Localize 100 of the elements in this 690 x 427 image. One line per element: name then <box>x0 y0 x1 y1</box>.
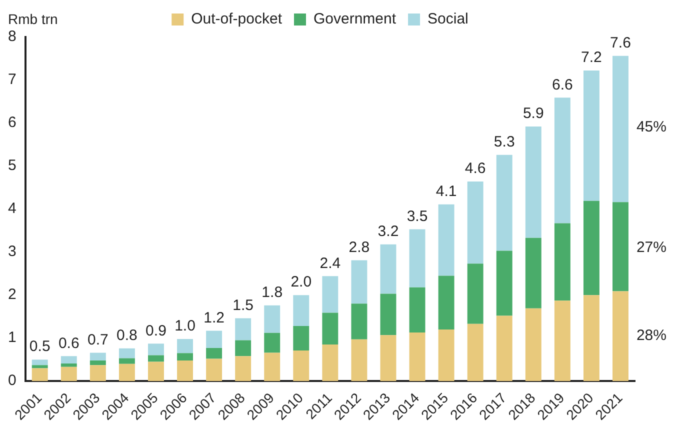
bar <box>496 250 512 316</box>
bar <box>118 348 135 358</box>
total-label: 2.4 <box>320 254 341 272</box>
total-label: 6.6 <box>552 76 573 94</box>
total-label: 1.5 <box>232 296 254 314</box>
bar <box>32 365 48 368</box>
bar <box>148 355 164 362</box>
bar <box>554 98 570 224</box>
total-label: 3.2 <box>378 222 399 240</box>
y-tick-label: 2 <box>8 286 16 304</box>
bar <box>264 305 280 333</box>
total-label: 3.5 <box>406 208 428 225</box>
bar <box>60 363 77 367</box>
y-tick-label: 7 <box>8 71 16 88</box>
bar <box>293 295 310 326</box>
bar <box>293 350 310 382</box>
bar <box>583 200 600 296</box>
total-label: 7.6 <box>610 34 631 52</box>
bar <box>60 356 77 364</box>
bar <box>496 154 512 251</box>
total-label: 2.0 <box>290 274 312 291</box>
bar <box>612 56 628 202</box>
bar <box>90 352 106 360</box>
bar <box>380 244 396 294</box>
bar <box>409 332 426 382</box>
bar <box>496 316 512 382</box>
bar <box>409 287 426 332</box>
bar <box>612 202 628 292</box>
bar <box>583 70 600 201</box>
bar <box>438 276 454 330</box>
bar <box>148 362 164 382</box>
total-label: 4.1 <box>436 182 457 200</box>
total-label: 5.3 <box>494 133 515 150</box>
total-label: 1.8 <box>262 284 283 302</box>
bar <box>583 295 600 382</box>
bar <box>118 364 135 382</box>
total-label: 0.6 <box>58 334 80 352</box>
bar <box>525 238 542 308</box>
bar <box>380 335 396 382</box>
bar <box>177 353 193 360</box>
bar <box>467 324 484 382</box>
total-label: 0.7 <box>87 331 108 348</box>
y-tick-label: 8 <box>8 28 16 46</box>
total-label: 0.5 <box>29 338 50 356</box>
total-label: 0.8 <box>116 327 138 344</box>
bar <box>467 182 484 264</box>
bar <box>235 340 252 356</box>
bar <box>525 126 542 238</box>
bar <box>235 356 252 382</box>
bar <box>380 294 396 336</box>
bar <box>60 366 77 382</box>
bar <box>322 344 338 382</box>
bar <box>90 365 106 382</box>
bar <box>32 368 48 382</box>
total-label: 1.0 <box>174 318 196 335</box>
legend-label: Social <box>428 10 468 28</box>
y-tick-label: 0 <box>8 372 16 390</box>
bar <box>177 338 193 354</box>
bar <box>351 260 368 304</box>
y-tick-label: 6 <box>8 114 16 132</box>
bar <box>322 276 338 313</box>
total-label: 5.9 <box>522 105 544 122</box>
bar <box>206 358 222 382</box>
total-label: 4.6 <box>464 160 486 178</box>
bar <box>264 352 280 382</box>
bar <box>467 264 484 324</box>
total-label: 7.2 <box>581 49 602 66</box>
bar <box>322 312 338 345</box>
y-tick-label: 5 <box>8 157 16 174</box>
bar <box>351 339 368 382</box>
annotation: 28% <box>636 327 666 344</box>
bar <box>206 348 222 359</box>
bar <box>438 329 454 382</box>
legend-label: Out-of-pocket <box>191 10 283 28</box>
y-tick-label: 3 <box>8 243 16 260</box>
bar <box>177 360 193 382</box>
bar <box>554 223 570 301</box>
bar <box>409 229 426 288</box>
bar <box>32 360 48 366</box>
bar <box>264 332 280 353</box>
annotation: 45% <box>636 118 666 136</box>
bar <box>206 330 222 348</box>
bar <box>148 344 164 356</box>
bar <box>235 318 252 340</box>
total-label: 2.8 <box>348 238 370 256</box>
bar <box>612 291 628 382</box>
bar <box>90 360 106 366</box>
bar <box>351 304 368 340</box>
bar <box>293 326 310 351</box>
y-tick-label: 1 <box>8 329 16 346</box>
bar <box>438 204 454 276</box>
annotation: 27% <box>636 238 666 256</box>
legend-label: Government <box>313 10 397 28</box>
y-axis-title: Rmb trn <box>8 10 58 27</box>
bar <box>554 300 570 382</box>
total-label: 1.2 <box>204 309 224 326</box>
bar <box>525 308 542 382</box>
bar <box>118 358 135 364</box>
y-tick-label: 4 <box>8 200 16 218</box>
total-label: 0.9 <box>146 322 166 340</box>
